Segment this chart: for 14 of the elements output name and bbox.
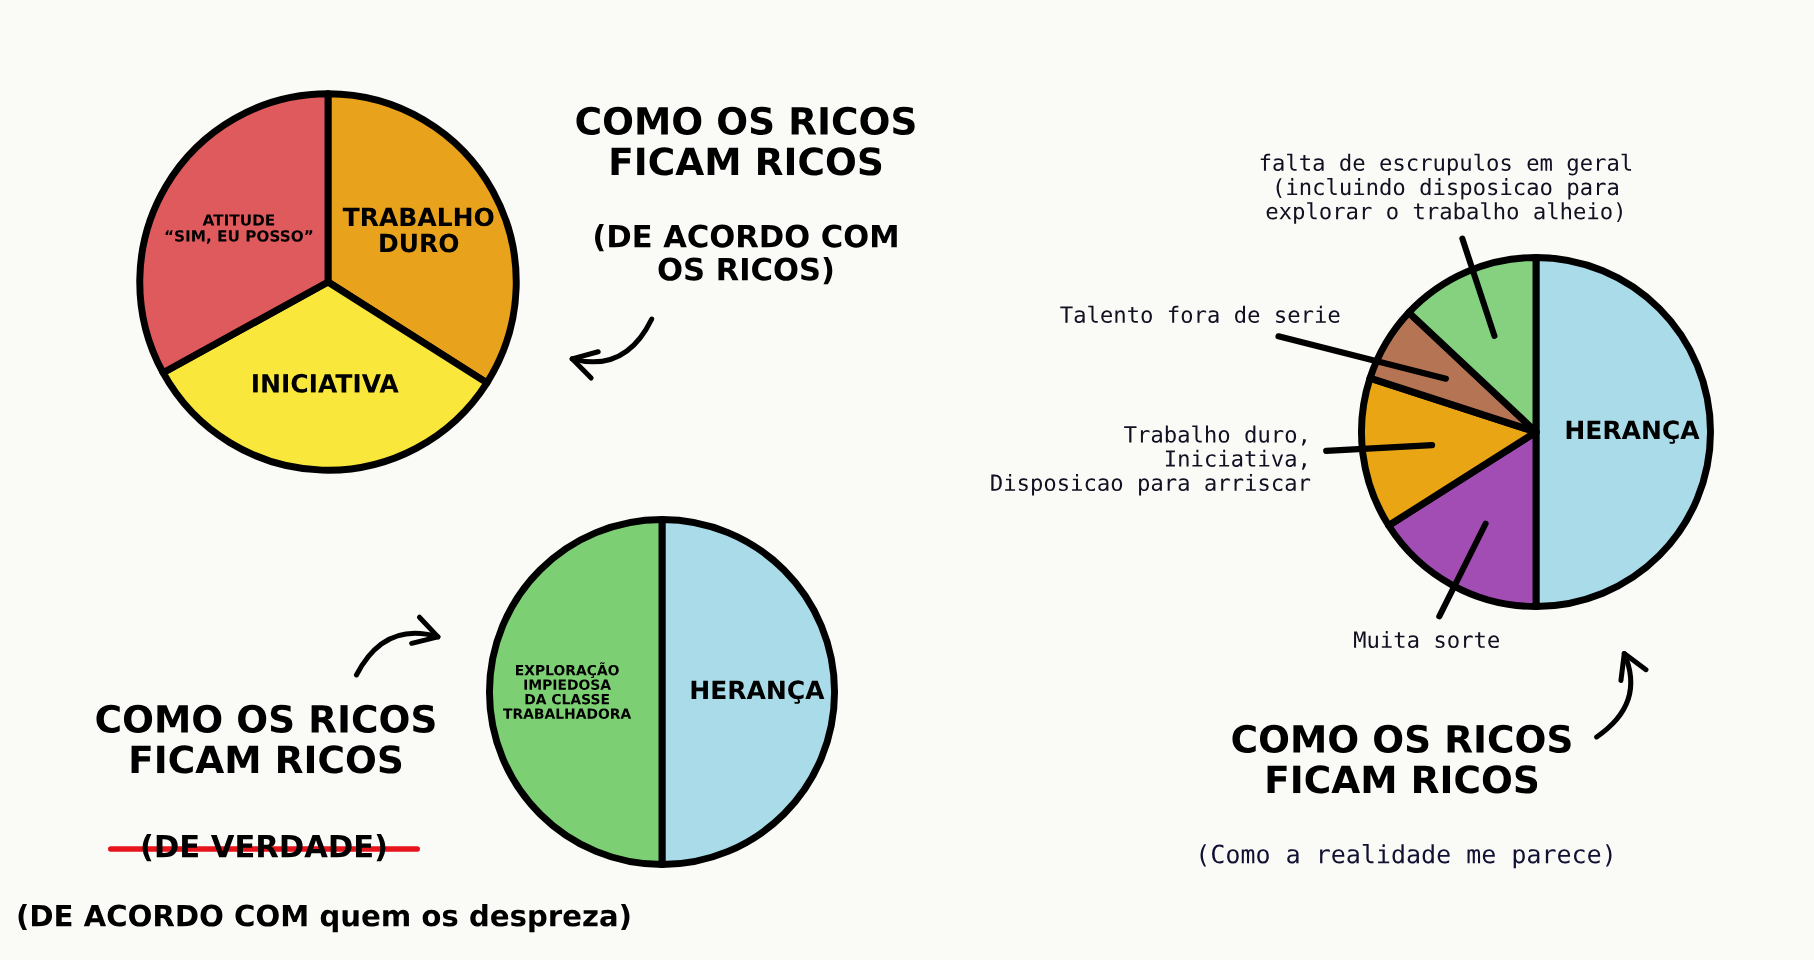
text: COMO OS RICOS FICAM RICOS xyxy=(1232,724,1571,794)
text: (Como a realidade me parece) xyxy=(1200,844,1612,869)
slice-label: TRABALHO DURO xyxy=(342,207,494,253)
text: (DE ACORDO COM OS RICOS) xyxy=(595,224,897,285)
slice-label: HERANÇA xyxy=(1566,420,1700,444)
text: COMO OS RICOS FICAM RICOS xyxy=(576,106,915,176)
slice-label: falta de escrupulos em geral (incluindo disposicao para explorar o trabalho alheio) xyxy=(1260,153,1632,224)
slice-label: Talento fora de serie xyxy=(1060,305,1340,324)
text: COMO OS RICOS FICAM RICOS xyxy=(96,704,435,774)
text: (DE ACORDO COM quem os despreza) xyxy=(18,904,630,933)
slice-label: INICIATIVA xyxy=(253,373,399,393)
slice-label: Trabalho duro, Iniciativa, Disposicao para arriscar xyxy=(991,425,1311,496)
slice-label: HERANÇA xyxy=(691,680,825,704)
slice-label: Muita sorte xyxy=(1354,630,1499,649)
